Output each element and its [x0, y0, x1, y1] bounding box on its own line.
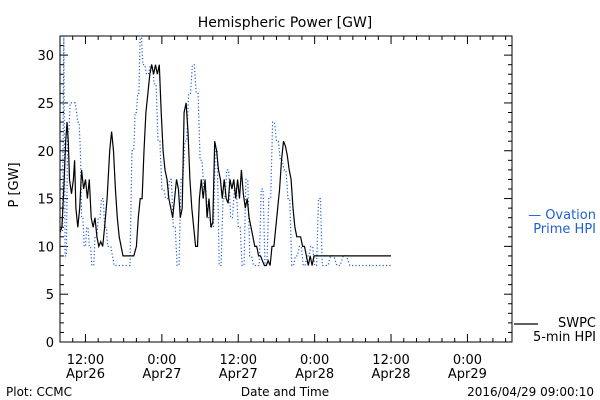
- x-tick-time-label: 0:00: [300, 353, 329, 368]
- ovation-prime-line: [60, 35, 391, 267]
- footer-timestamp: 2016/04/29 09:00:10: [467, 385, 594, 399]
- y-tick-label: 20: [37, 145, 54, 160]
- x-tick-date-label: Apr27: [219, 367, 258, 382]
- x-tick-time-label: 12:00: [372, 353, 409, 368]
- legend-swpc-label: SWPC: [558, 316, 596, 331]
- y-tick-label: 30: [37, 49, 54, 64]
- footer-plot-source: Plot: CCMC: [6, 385, 72, 399]
- x-tick-date-label: Apr29: [448, 367, 487, 382]
- x-tick-time-label: 12:00: [67, 353, 104, 368]
- x-tick-time-label: 12:00: [220, 353, 257, 368]
- y-tick-label: 5: [46, 288, 54, 303]
- x-tick-time-label: 0:00: [147, 353, 176, 368]
- legend-ovation-label: — Ovation: [528, 208, 596, 223]
- y-axis-label: P [GW]: [7, 162, 22, 207]
- y-tick-label: 10: [37, 240, 54, 255]
- legend-swpc-label-2: 5-min HPI: [533, 330, 596, 345]
- y-tick-label: 25: [37, 97, 54, 112]
- x-tick-date-label: Apr28: [372, 367, 411, 382]
- y-tick-label: 15: [37, 193, 54, 208]
- swpc-hpi-line: [59, 64, 391, 267]
- plot-area: 05101520253012:00Apr260:00Apr2712:00Apr2…: [37, 35, 513, 382]
- x-tick-time-label: 0:00: [453, 353, 482, 368]
- x-tick-date-label: Apr26: [66, 367, 105, 382]
- legend-ovation-label-2: Prime HPI: [533, 222, 596, 237]
- y-tick-label: 0: [46, 336, 54, 351]
- chart-title: Hemispheric Power [GW]: [198, 15, 373, 31]
- x-axis-label: Date and Time: [241, 385, 329, 399]
- x-tick-date-label: Apr27: [142, 367, 181, 382]
- x-tick-date-label: Apr28: [295, 367, 334, 382]
- plot-frame: [59, 35, 513, 343]
